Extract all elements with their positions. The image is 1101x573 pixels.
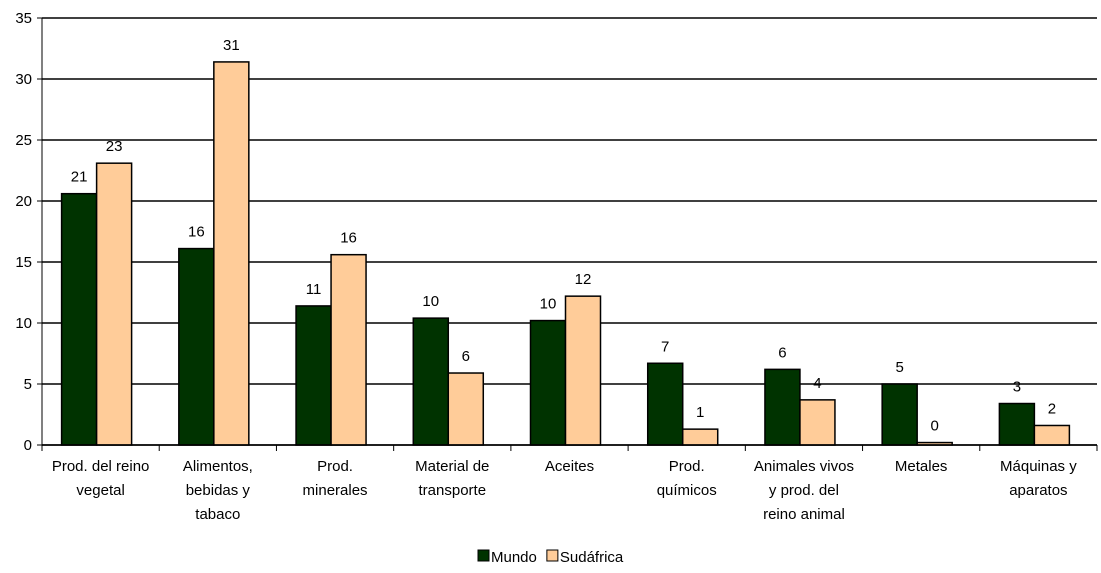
value-label: 2 [1048, 400, 1056, 417]
value-label: 4 [813, 375, 821, 392]
x-tick-label-line: transporte [419, 482, 487, 499]
value-label: 3 [1013, 379, 1021, 396]
value-label: 6 [462, 348, 470, 365]
x-tick-label-line: Prod. del reino [52, 458, 150, 475]
bar [60, 192, 98, 446]
value-label: 16 [340, 230, 357, 247]
value-label: 16 [188, 224, 205, 241]
x-tick-label: Máquinas y aparatos [1000, 458, 1077, 499]
bar [1033, 424, 1071, 446]
y-tick-label: 5 [24, 376, 32, 393]
value-label: 1 [696, 404, 704, 421]
bar [447, 372, 485, 446]
x-tick-label-line: Prod. [317, 458, 353, 475]
x-tick-label-line: Metales [895, 458, 948, 475]
bar [764, 368, 801, 446]
bar [412, 317, 450, 446]
legend-swatch [546, 549, 559, 562]
x-tick-label-line: Material de [415, 458, 489, 475]
y-tick-label: 10 [15, 315, 32, 332]
x-tick-label-line: reino animal [763, 506, 845, 523]
bar [295, 305, 332, 446]
x-tick-label-line: vegetal [76, 482, 124, 499]
x-tick-label-line: Aceites [545, 458, 594, 475]
bar [681, 428, 719, 446]
legend-label: Sudáfrica [560, 549, 624, 566]
x-tick-label: Material de transporte [415, 458, 489, 499]
x-tick-label-line: tabaco [195, 506, 240, 523]
value-label: 7 [661, 338, 669, 355]
value-label: 5 [895, 359, 903, 376]
x-tick-label-line: minerales [303, 482, 368, 499]
x-tick-label: Animales vivos y prod. del reino animal [754, 458, 854, 523]
x-tick-label-line: químicos [657, 482, 717, 499]
value-label: 10 [540, 296, 557, 313]
bar [178, 247, 215, 446]
bar [646, 362, 684, 446]
x-tick-label: Prod. químicos [657, 458, 717, 499]
y-tick-label: 15 [15, 254, 32, 271]
value-label: 11 [306, 281, 322, 298]
x-tick-label-line: Alimentos, [183, 458, 253, 475]
value-label: 21 [71, 169, 88, 186]
value-label: 12 [575, 271, 592, 288]
x-tick-label: Prod. minerales [303, 458, 368, 499]
bar [998, 402, 1036, 446]
legend-swatch [477, 549, 490, 562]
bar [95, 162, 133, 446]
legend-label: Mundo [491, 549, 537, 566]
x-tick-label: Prod. del reino vegetal [52, 458, 150, 499]
x-tick-label-line: Animales vivos [754, 458, 854, 475]
value-label: 10 [422, 293, 439, 310]
x-tick-label: Aceites [545, 458, 594, 475]
value-label: 6 [778, 344, 786, 361]
y-tick-label: 20 [15, 193, 32, 210]
bar [564, 295, 602, 446]
value-label: 23 [106, 138, 123, 155]
y-tick-label: 0 [24, 437, 32, 454]
y-tick-label: 30 [15, 71, 32, 88]
value-label: 0 [930, 418, 938, 435]
y-tick-label: 35 [15, 10, 32, 27]
x-tick-label-line: aparatos [1009, 482, 1067, 499]
x-tick-label-line: Prod. [669, 458, 705, 475]
bar [213, 61, 250, 446]
x-tick-label: Metales [895, 458, 948, 475]
value-label: 31 [223, 37, 240, 54]
bar [881, 383, 918, 446]
x-tick-label-line: y prod. del [769, 482, 839, 499]
y-tick-label: 25 [15, 132, 32, 149]
bar [529, 319, 567, 446]
x-tick-label-line: bebidas y [186, 482, 251, 499]
bar [330, 253, 367, 446]
bar [799, 399, 836, 446]
x-tick-label: Alimentos, bebidas y tabaco [183, 458, 253, 523]
x-tick-label-line: Máquinas y [1000, 458, 1077, 475]
